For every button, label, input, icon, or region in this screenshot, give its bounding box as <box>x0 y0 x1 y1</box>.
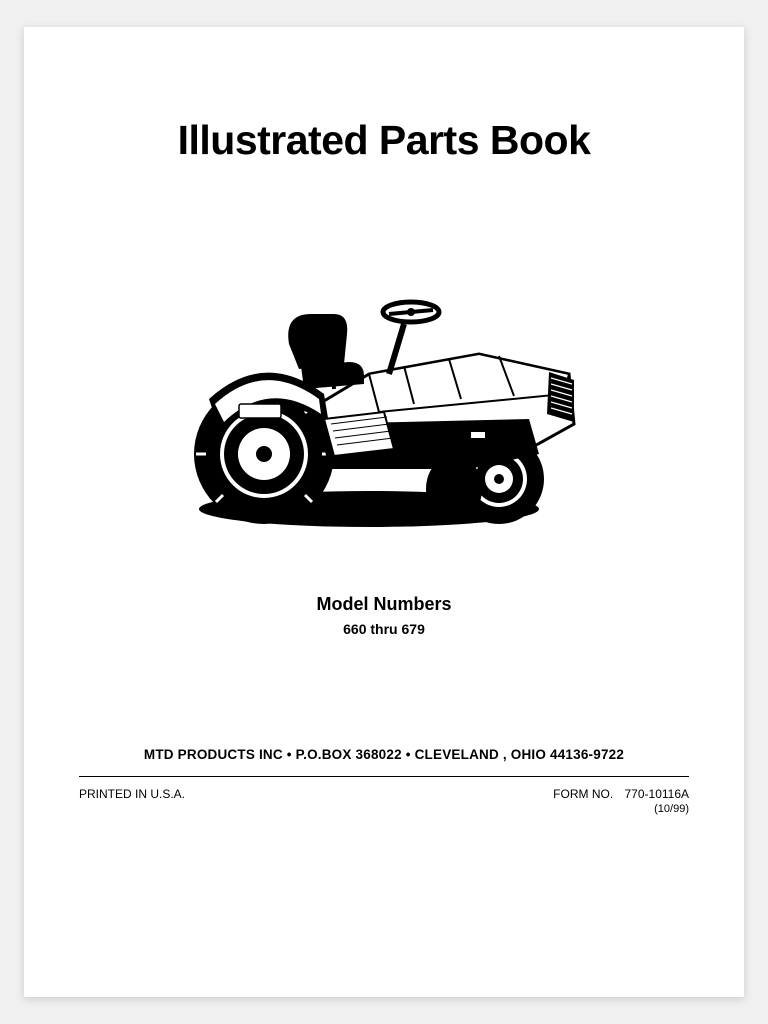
form-no-value: 770-10116A <box>625 787 690 801</box>
company-address: MTD PRODUCTS INC • P.O.BOX 368022 • CLEV… <box>79 747 689 762</box>
page-title: Illustrated Parts Book <box>79 117 689 164</box>
tractor-icon <box>169 254 599 534</box>
footer-row: PRINTED IN U.S.A. FORM NO. 770-10116A (1… <box>79 787 689 815</box>
tractor-illustration <box>79 254 689 534</box>
model-numbers-label: Model Numbers <box>79 594 689 615</box>
form-date: (10/99) <box>553 803 689 815</box>
model-numbers-range: 660 thru 679 <box>79 621 689 637</box>
divider <box>79 776 689 777</box>
document-page: Illustrated Parts Book <box>24 27 744 997</box>
form-no-label: FORM NO. <box>553 787 613 801</box>
form-block: FORM NO. 770-10116A (10/99) <box>553 787 689 815</box>
model-block: Model Numbers 660 thru 679 <box>79 594 689 637</box>
printed-in: PRINTED IN U.S.A. <box>79 787 185 801</box>
